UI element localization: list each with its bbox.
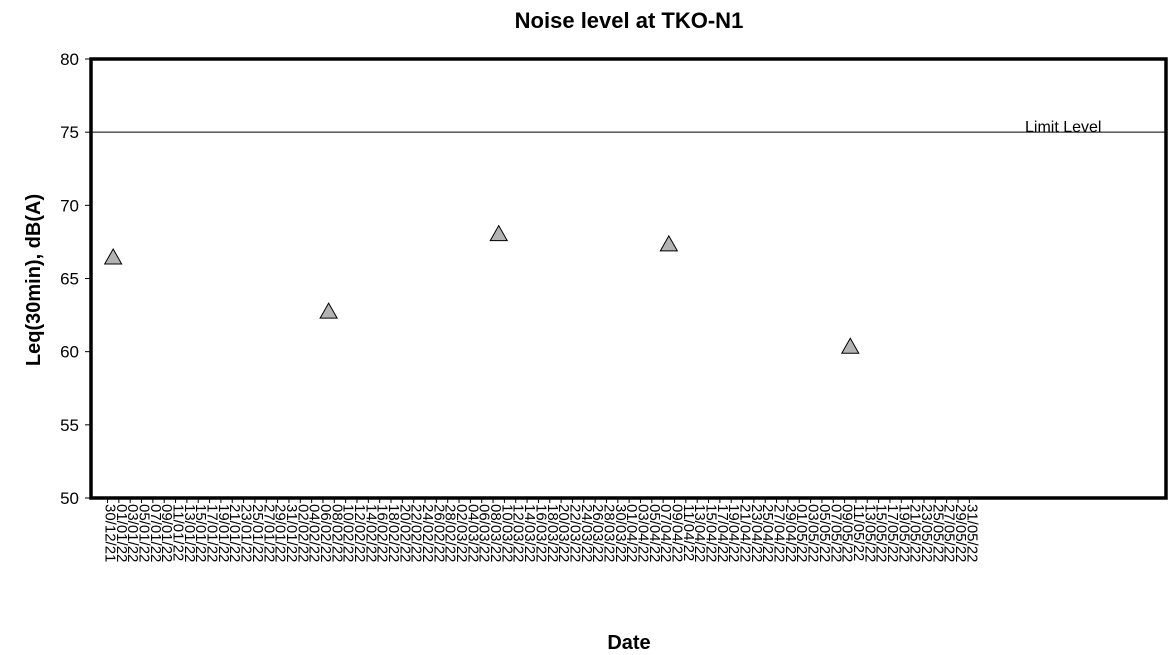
- x-tick-label: 14/03/22: [521, 504, 538, 562]
- x-tick-label: 13/05/22: [861, 504, 878, 562]
- x-tick-label: 03/04/22: [634, 504, 651, 562]
- x-tick-label: 17/04/22: [714, 504, 731, 562]
- x-tick-label: 22/02/22: [408, 504, 425, 562]
- y-tick-label: 65: [60, 270, 79, 289]
- x-tick-label: 08/02/22: [328, 504, 345, 562]
- x-tick-label: 02/03/22: [453, 504, 470, 562]
- x-tick-label: 10/03/22: [498, 504, 515, 562]
- x-tick-label: 15/04/22: [703, 504, 720, 562]
- x-tick-label: 08/03/22: [487, 504, 504, 562]
- x-tick-label: 30/12/21: [102, 504, 119, 562]
- x-tick-label: 23/04/22: [748, 504, 765, 562]
- data-point-marker: [840, 337, 860, 354]
- x-tick-label: 20/02/22: [396, 504, 413, 562]
- x-tick-label: 09/01/22: [158, 504, 175, 562]
- x-tick-label: 25/05/22: [929, 504, 946, 562]
- x-tick-label: 21/04/22: [737, 504, 754, 562]
- x-tick-label: 24/03/22: [578, 504, 595, 562]
- x-tick-label: 05/04/22: [646, 504, 663, 562]
- x-tick-label: 26/03/22: [589, 504, 606, 562]
- x-tick-label: 26/02/22: [430, 504, 447, 562]
- limit-level-label: Limit Level: [1025, 119, 1101, 136]
- y-tick-label: 75: [60, 123, 79, 142]
- x-tick-label: 03/05/22: [805, 504, 822, 562]
- x-tick-label: 21/05/22: [907, 504, 924, 562]
- x-tick-label: 09/05/22: [839, 504, 856, 562]
- x-tick-label: 19/05/22: [895, 504, 912, 562]
- x-tick-label: 09/04/22: [669, 504, 686, 562]
- x-tick-label: 17/05/22: [884, 504, 901, 562]
- x-tick-label: 27/05/22: [941, 504, 958, 562]
- data-point-marker: [319, 302, 338, 319]
- x-tick-label: 18/03/22: [544, 504, 561, 562]
- x-tick-label: 25/04/22: [759, 504, 776, 562]
- y-tick-label: 80: [60, 50, 79, 69]
- x-tick-label: 29/05/22: [952, 504, 969, 562]
- x-tick-label: 14/02/22: [362, 504, 379, 562]
- y-tick-label: 55: [60, 416, 79, 435]
- x-tick-label: 01/05/22: [793, 504, 810, 562]
- x-tick-label: 13/04/22: [691, 504, 708, 562]
- x-tick-label: 17/01/22: [204, 504, 221, 562]
- x-tick-label: 30/03/22: [612, 504, 629, 562]
- data-point-marker: [103, 247, 123, 265]
- x-tick-label: 31/01/22: [283, 504, 300, 562]
- x-tick-label: 16/02/22: [374, 504, 391, 562]
- x-tick-label: 23/05/22: [918, 504, 935, 562]
- x-tick-label: 04/03/22: [464, 504, 481, 562]
- y-axis-ticks: 50 55 60 65 70 75 80: [60, 50, 91, 508]
- x-tick-label: 28/02/22: [442, 504, 459, 562]
- x-tick-label: 05/01/22: [136, 504, 153, 562]
- x-tick-label: 07/04/22: [657, 504, 674, 562]
- y-tick-label: 50: [60, 489, 79, 508]
- x-tick-label: 16/03/22: [532, 504, 549, 562]
- plot-area-frame: [89, 57, 1168, 500]
- y-tick-label: 60: [60, 343, 79, 362]
- x-tick-label: 19/04/22: [725, 504, 742, 562]
- x-tick-label: 21/01/22: [226, 504, 243, 562]
- x-tick-label: 03/01/22: [124, 504, 141, 562]
- x-axis-label: Date: [607, 632, 650, 654]
- x-tick-label: 13/01/22: [181, 504, 198, 562]
- x-tick-label: 19/01/22: [215, 504, 232, 562]
- x-tick-label: 15/05/22: [873, 504, 890, 562]
- x-tick-label: 20/03/22: [555, 504, 572, 562]
- x-tick-label: 29/04/22: [782, 504, 799, 562]
- x-tick-label: 23/01/22: [238, 504, 255, 562]
- x-tick-label: 10/02/22: [340, 504, 357, 562]
- x-tick-label: 04/02/22: [306, 504, 323, 562]
- data-point-marker: [489, 224, 509, 242]
- x-tick-label: 06/02/22: [317, 504, 334, 562]
- x-tick-label: 28/03/22: [600, 504, 617, 562]
- x-tick-label: 11/04/22: [680, 504, 697, 561]
- x-tick-label: 12/02/22: [351, 504, 368, 562]
- data-points: [103, 224, 860, 354]
- x-tick-label: 12/03/22: [510, 504, 527, 562]
- x-tick-label: 02/02/22: [294, 504, 311, 562]
- x-tick-label: 22/03/22: [566, 504, 583, 562]
- x-tick-label: 01/04/22: [623, 504, 640, 562]
- x-tick-label: 27/01/22: [260, 504, 277, 562]
- x-tick-label: 01/01/22: [113, 504, 130, 562]
- x-tick-label: 11/05/22: [850, 504, 867, 561]
- x-tick-label: 07/01/22: [147, 504, 164, 562]
- x-tick-label: 31/05/22: [963, 504, 980, 562]
- x-tick-label: 27/04/22: [771, 504, 788, 562]
- x-tick-label: 25/01/22: [249, 504, 266, 562]
- x-tick-label: 15/01/22: [192, 504, 209, 562]
- x-tick-label: 24/02/22: [419, 504, 436, 562]
- x-tick-label: 18/02/22: [385, 504, 402, 562]
- x-tick-label: 07/05/22: [827, 504, 844, 562]
- x-axis-ticks: 30/12/2101/01/2203/01/2205/01/2207/01/22…: [102, 498, 980, 562]
- x-tick-label: 29/01/22: [272, 504, 289, 562]
- chart-title: Noise level at TKO-N1: [515, 8, 744, 33]
- y-tick-label: 70: [60, 196, 79, 215]
- x-tick-label: 11/01/22: [170, 504, 187, 561]
- y-axis-label: Leq(30min), dB(A): [23, 194, 45, 366]
- data-point-marker: [659, 234, 679, 252]
- x-tick-label: 06/03/22: [476, 504, 493, 562]
- x-tick-label: 05/05/22: [816, 504, 833, 562]
